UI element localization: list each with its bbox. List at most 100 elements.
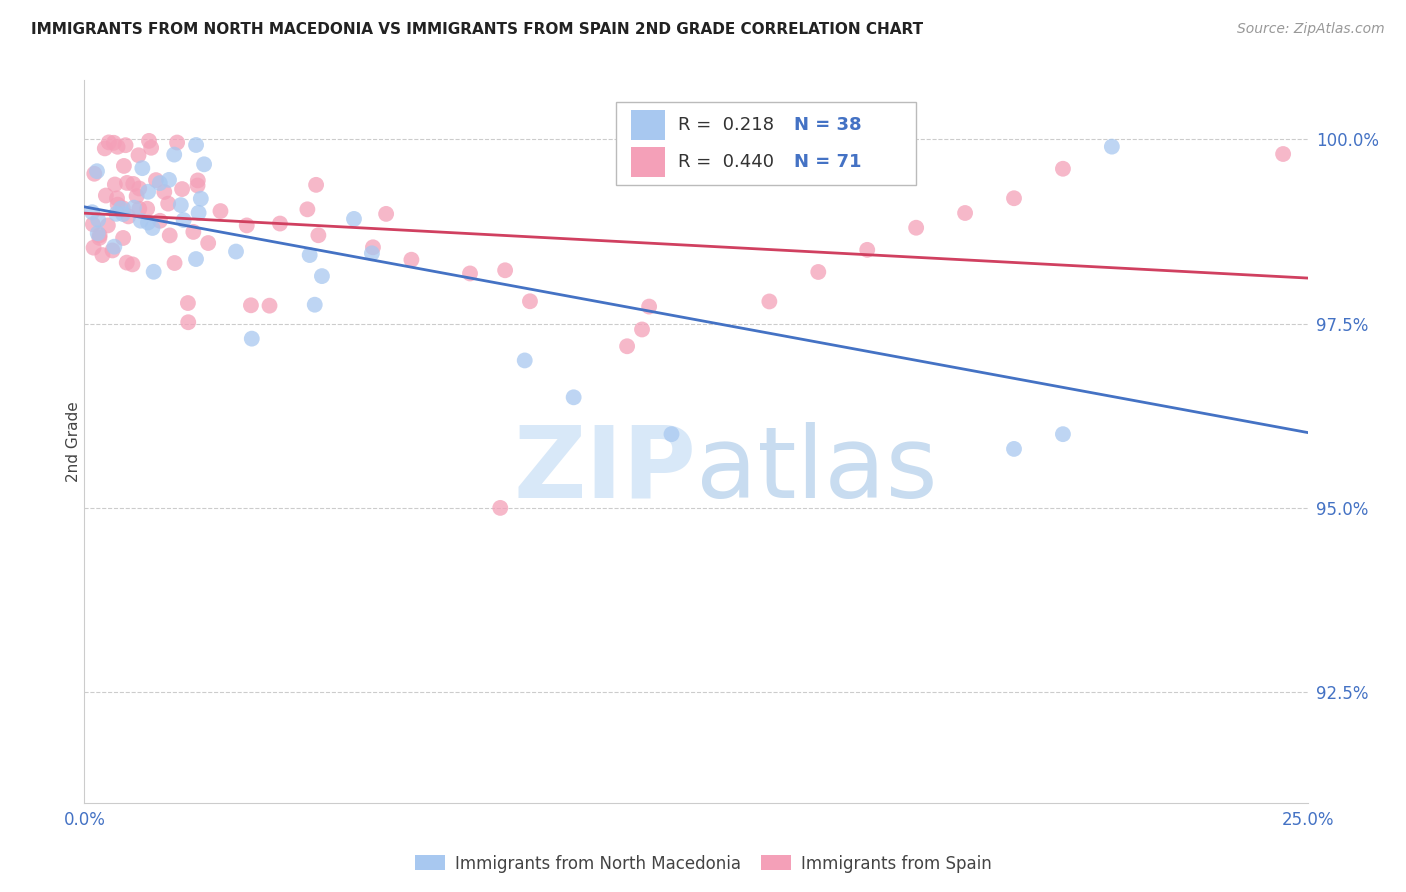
Point	[103, 240, 125, 254]
Point	[173, 213, 195, 227]
Point	[1002, 442, 1025, 456]
Point	[953, 206, 976, 220]
Point	[298, 248, 321, 262]
Point	[128, 202, 150, 216]
Point	[236, 219, 259, 233]
Point	[82, 205, 104, 219]
Point	[562, 390, 585, 404]
Point	[661, 427, 683, 442]
Point	[94, 188, 117, 202]
Point	[129, 213, 152, 227]
Point	[184, 252, 207, 266]
Point	[94, 141, 117, 155]
Point	[513, 353, 536, 368]
Point	[83, 241, 105, 255]
Point	[905, 220, 928, 235]
Point	[87, 212, 110, 227]
Point	[104, 178, 127, 192]
Point	[142, 265, 165, 279]
Point	[89, 228, 111, 243]
Point	[159, 228, 181, 243]
Point	[170, 198, 193, 212]
Point	[172, 182, 194, 196]
Point	[519, 294, 541, 309]
Point	[112, 231, 135, 245]
Point	[225, 244, 247, 259]
Point	[121, 257, 143, 271]
Point	[239, 298, 262, 312]
Text: Source: ZipAtlas.com: Source: ZipAtlas.com	[1237, 22, 1385, 37]
Point	[1052, 427, 1074, 442]
Point	[115, 255, 138, 269]
Point	[112, 159, 135, 173]
Point	[307, 228, 329, 243]
Point	[103, 136, 125, 150]
Point	[177, 315, 200, 329]
Point	[82, 217, 104, 231]
Point	[190, 192, 212, 206]
Point	[105, 191, 128, 205]
Point	[304, 298, 326, 312]
Point	[184, 138, 207, 153]
Point	[193, 157, 215, 171]
Point	[145, 173, 167, 187]
Point	[163, 147, 186, 161]
Bar	[631, 110, 665, 140]
Point	[114, 138, 136, 153]
Text: N = 38: N = 38	[794, 116, 862, 134]
Point	[136, 202, 159, 216]
Point	[1002, 191, 1025, 205]
Point	[125, 189, 148, 203]
Point	[122, 177, 145, 191]
Y-axis label: 2nd Grade: 2nd Grade	[66, 401, 80, 482]
Point	[97, 219, 120, 233]
Point	[166, 136, 188, 150]
Point	[197, 235, 219, 250]
Point	[149, 214, 172, 228]
Point	[240, 332, 263, 346]
Point	[856, 243, 879, 257]
Point	[343, 211, 366, 226]
Text: ZIP: ZIP	[513, 422, 696, 519]
Point	[138, 134, 160, 148]
Point	[269, 217, 291, 231]
Point	[638, 300, 661, 314]
Point	[494, 263, 516, 277]
Point	[141, 221, 163, 235]
Point	[107, 140, 129, 154]
Point	[128, 181, 150, 195]
Point	[139, 141, 162, 155]
Point	[115, 176, 138, 190]
Point	[83, 167, 105, 181]
Point	[616, 339, 638, 353]
Point	[187, 206, 209, 220]
Text: N = 71: N = 71	[794, 153, 862, 170]
Point	[375, 207, 398, 221]
Point	[86, 227, 108, 241]
Point	[259, 299, 281, 313]
Point	[311, 269, 333, 284]
Point	[489, 500, 512, 515]
Point	[153, 185, 176, 199]
Point	[361, 246, 384, 260]
Text: R =  0.440: R = 0.440	[678, 153, 773, 170]
Point	[1101, 139, 1123, 153]
Point	[86, 164, 108, 178]
FancyBboxPatch shape	[616, 102, 917, 185]
Point	[187, 173, 209, 187]
Point	[758, 294, 780, 309]
Point	[807, 265, 830, 279]
Point	[401, 252, 423, 267]
Point	[97, 136, 120, 150]
Point	[131, 161, 153, 176]
Point	[209, 204, 232, 219]
Text: R =  0.218: R = 0.218	[678, 116, 773, 134]
Point	[458, 267, 481, 281]
Point	[122, 201, 145, 215]
Point	[107, 197, 129, 211]
Point	[157, 173, 180, 187]
Point	[1052, 161, 1074, 176]
Point	[89, 231, 111, 245]
Point	[91, 248, 114, 262]
Point	[112, 207, 135, 221]
